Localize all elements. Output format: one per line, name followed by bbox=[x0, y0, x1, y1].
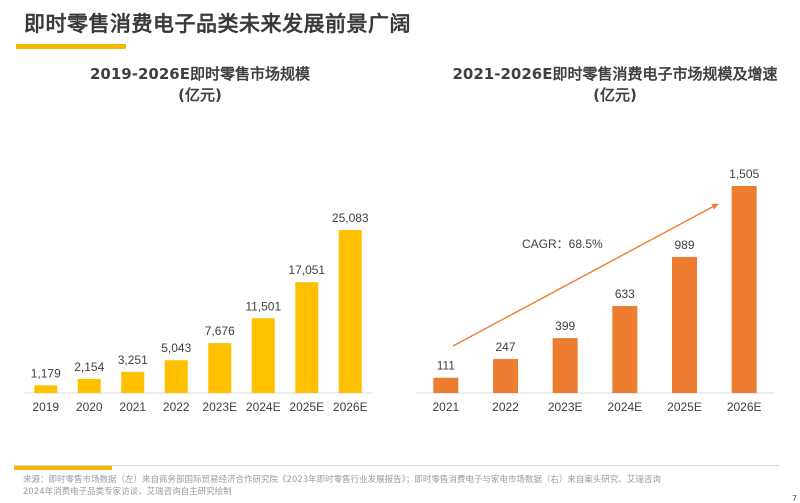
footer-divider bbox=[14, 465, 780, 466]
data-label: 399 bbox=[555, 319, 575, 333]
bar-2023E bbox=[208, 343, 232, 393]
x-tick-label: 2023E bbox=[548, 400, 583, 414]
bar-2024E bbox=[612, 305, 638, 393]
right-bar-chart: 111 2021 247 2022 399 2023E 633 2024E 989 2025E 1,… bbox=[416, 167, 774, 414]
x-tick-label: 2024E bbox=[607, 400, 642, 414]
bar-2023E bbox=[552, 338, 578, 393]
data-label: 989 bbox=[674, 238, 694, 252]
data-label: 1,505 bbox=[729, 167, 759, 181]
cagr-arrow bbox=[452, 203, 719, 347]
left-chart-title-main: 2019-2026E即时零售市场规模 bbox=[90, 65, 310, 83]
bar-2022 bbox=[493, 359, 518, 393]
x-tick-label: 2021 bbox=[119, 400, 146, 414]
right-chart-title-main: 2021-2026E即时零售消费电子市场规模及增速 bbox=[452, 65, 778, 83]
data-label: 2,154 bbox=[74, 360, 104, 374]
x-tick-label: 2020 bbox=[76, 400, 103, 414]
bar-2025E bbox=[672, 256, 697, 393]
page-number: 7 bbox=[792, 494, 798, 503]
right-chart-title: 2021-2026E即时零售消费电子市场规模及增速 (亿元) bbox=[430, 64, 800, 106]
right-chart-title-unit: (亿元) bbox=[593, 86, 637, 104]
data-label: 1,179 bbox=[31, 366, 61, 380]
cagr-annotation: CAGR：68.5% bbox=[522, 237, 603, 251]
x-tick-label: 2025E bbox=[289, 400, 324, 414]
bar-2022 bbox=[164, 360, 188, 393]
x-tick-label: 2026E bbox=[727, 400, 762, 414]
x-tick-label: 2023E bbox=[202, 400, 237, 414]
bar-2021 bbox=[121, 371, 145, 393]
data-label: 7,676 bbox=[205, 324, 235, 338]
source-note: 来源：即时零售市场数据（左）来自商务部国际贸易经济合作研究院《2023年即时零售… bbox=[23, 474, 783, 498]
data-label: 111 bbox=[437, 359, 456, 373]
left-chart-title: 2019-2026E即时零售市场规模 (亿元) bbox=[40, 64, 360, 106]
data-label: 247 bbox=[495, 340, 515, 354]
x-tick-label: 2022 bbox=[163, 400, 190, 414]
data-label: 25,083 bbox=[332, 211, 369, 225]
bar-2026E bbox=[338, 230, 362, 393]
source-note-line-2: 2024年消费电子品类专家访谈，艾瑞咨询自主研究绘制 bbox=[23, 487, 232, 497]
bar-2021 bbox=[433, 377, 459, 393]
bar-2025E bbox=[295, 282, 319, 393]
x-tick-label: 2021 bbox=[432, 400, 459, 414]
data-label: 3,251 bbox=[118, 353, 148, 367]
title-underline bbox=[16, 44, 126, 49]
x-tick-label: 2025E bbox=[667, 400, 702, 414]
bar-2020 bbox=[77, 379, 101, 393]
footer-accent-bar bbox=[14, 466, 112, 470]
x-tick-label: 2026E bbox=[333, 400, 368, 414]
bar-2024E bbox=[251, 318, 275, 393]
x-tick-label: 2022 bbox=[492, 400, 519, 414]
bar-2026E bbox=[731, 186, 757, 393]
source-note-line-1: 来源：即时零售市场数据（左）来自商务部国际贸易经济合作研究院《2023年即时零售… bbox=[23, 475, 661, 485]
data-label: 5,043 bbox=[161, 341, 191, 355]
data-label: 11,501 bbox=[245, 299, 281, 313]
x-tick-label: 2019 bbox=[32, 400, 59, 414]
x-tick-label: 2024E bbox=[246, 400, 281, 414]
page-title: 即时零售消费电子品类未来发展前景广阔 bbox=[24, 12, 411, 36]
left-bar-chart: 1,179 2019 2,154 2020 3,251 2021 5,043 2022 7,67… bbox=[24, 211, 372, 414]
data-label: 17,051 bbox=[288, 263, 325, 277]
bar-2019 bbox=[34, 385, 58, 393]
data-label: 633 bbox=[615, 287, 635, 301]
left-chart-title-unit: (亿元) bbox=[178, 86, 222, 104]
